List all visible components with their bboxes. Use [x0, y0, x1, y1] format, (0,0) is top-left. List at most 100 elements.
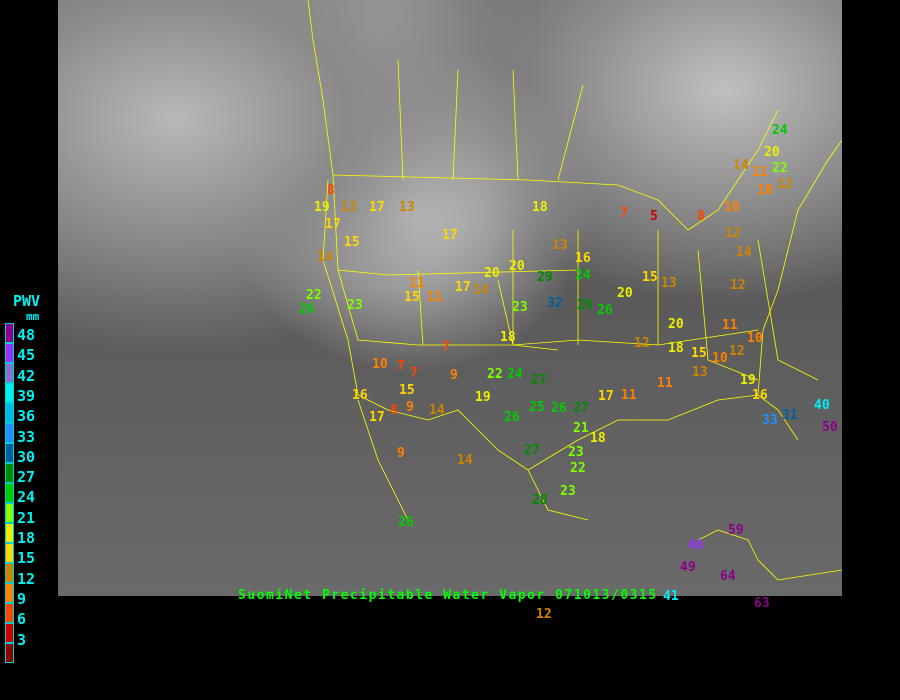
station-pwv-value: 26	[597, 303, 613, 318]
station-pwv-value: 15	[642, 270, 658, 285]
station-pwv-value: 24	[772, 123, 788, 138]
station-pwv-value: 26	[299, 302, 315, 317]
station-pwv-value: 12	[634, 336, 650, 351]
legend-label: 24	[17, 488, 36, 507]
station-pwv-value: 16	[352, 388, 368, 403]
map-caption: SuomiNet Precipitable Water Vapor 071013…	[238, 588, 658, 603]
legend-swatch	[5, 503, 14, 523]
station-pwv-value: 12	[536, 607, 552, 622]
station-pwv-value: 22	[570, 461, 586, 476]
legend-swatch	[5, 343, 14, 363]
station-pwv-value: 9	[450, 368, 458, 383]
legend-swatch	[5, 423, 14, 443]
legend-label: 18	[17, 529, 36, 547]
legend-swatch	[5, 403, 14, 423]
legend-title: PWV	[13, 292, 41, 310]
station-pwv-value: 20	[764, 145, 780, 160]
station-pwv-value: 13	[692, 365, 708, 380]
station-pwv-value: 23	[568, 445, 584, 460]
state-borders	[307, 0, 842, 581]
station-pwv-value: 27	[524, 443, 540, 458]
legend-swatch	[5, 363, 14, 383]
station-pwv-value: 46	[688, 538, 704, 553]
legend-label: 9	[17, 589, 27, 608]
station-pwv-value: 8	[327, 183, 335, 198]
station-pwv-value: 14	[473, 283, 489, 298]
station-pwv-value: 12	[729, 344, 745, 359]
station-pwv-value: 17	[598, 389, 614, 404]
station-pwv-value: 15	[404, 290, 420, 305]
station-pwv-value: 27	[531, 373, 547, 388]
station-pwv-value: 9	[397, 446, 405, 461]
station-pwv-value: 17	[325, 217, 341, 232]
station-pwv-value: 26	[504, 410, 520, 425]
legend-label: 27	[17, 468, 36, 487]
station-pwv-value: 49	[680, 560, 696, 575]
legend-label: 21	[17, 508, 36, 527]
station-pwv-value: 11	[722, 318, 738, 333]
legend-swatch	[5, 463, 14, 483]
station-pwv-value: 23	[512, 300, 528, 315]
satellite-map	[58, 0, 842, 596]
legend-label: 48	[17, 326, 36, 344]
legend-swatch	[5, 383, 14, 403]
station-pwv-value: 25	[529, 400, 545, 415]
station-pwv-value: 29	[577, 298, 593, 313]
station-pwv-value: 64	[720, 569, 736, 584]
station-pwv-value: 18	[668, 341, 684, 356]
station-pwv-value: 12	[725, 226, 741, 241]
legend-swatch	[5, 323, 14, 343]
station-pwv-value: 9	[406, 400, 414, 415]
station-pwv-value: 18	[500, 330, 516, 345]
station-pwv-value: 41	[663, 589, 679, 604]
station-pwv-value: 12	[777, 177, 793, 192]
station-pwv-value: 20	[617, 286, 633, 301]
station-pwv-value: 13	[399, 200, 415, 215]
station-pwv-value: 11	[752, 165, 768, 180]
station-pwv-value: 19	[314, 200, 330, 215]
station-pwv-value: 14	[317, 250, 333, 265]
station-pwv-value: 14	[429, 403, 445, 418]
station-pwv-value: 7	[397, 359, 405, 374]
legend-swatch	[5, 563, 14, 583]
station-pwv-value: 17	[442, 228, 458, 243]
station-pwv-value: 22	[772, 161, 788, 176]
station-pwv-value: 24	[507, 367, 523, 382]
legend-label: 39	[17, 386, 36, 405]
station-pwv-value: 13	[341, 200, 357, 215]
station-pwv-value: 28	[532, 493, 548, 508]
station-pwv-value: 16	[575, 251, 591, 266]
station-pwv-value: 11	[409, 276, 425, 291]
station-pwv-value: 8	[390, 403, 398, 418]
legend-label: 33	[17, 427, 36, 446]
station-pwv-value: 19	[740, 373, 756, 388]
station-pwv-value: 10	[724, 200, 740, 215]
legend-swatch	[5, 483, 14, 503]
legend-label: 3	[17, 630, 27, 649]
station-pwv-value: 18	[532, 200, 548, 215]
legend-swatch	[5, 443, 14, 463]
station-pwv-value: 11	[657, 376, 673, 391]
station-pwv-value: 11	[621, 388, 637, 403]
station-pwv-value: 33	[762, 413, 778, 428]
legend-label: 6	[17, 610, 27, 629]
station-pwv-value: 13	[552, 238, 568, 253]
station-pwv-value: 10	[372, 357, 388, 372]
station-pwv-value: 17	[455, 280, 471, 295]
station-pwv-value: 7	[442, 340, 450, 355]
station-pwv-value: 26	[398, 515, 414, 530]
station-pwv-value: 63	[754, 596, 770, 611]
station-pwv-value: 20	[484, 266, 500, 281]
station-pwv-value: 15	[691, 346, 707, 361]
station-pwv-value: 15	[399, 383, 415, 398]
station-pwv-value: 23	[347, 298, 363, 313]
station-pwv-value: 11	[427, 290, 443, 305]
station-pwv-value: 59	[728, 523, 744, 538]
station-pwv-value: 7	[620, 206, 628, 221]
legend-color-bar	[5, 323, 14, 663]
legend-label: 42	[17, 366, 36, 385]
legend-swatch	[5, 643, 14, 663]
legend-swatch	[5, 543, 14, 563]
legend-label: 36	[17, 407, 36, 426]
